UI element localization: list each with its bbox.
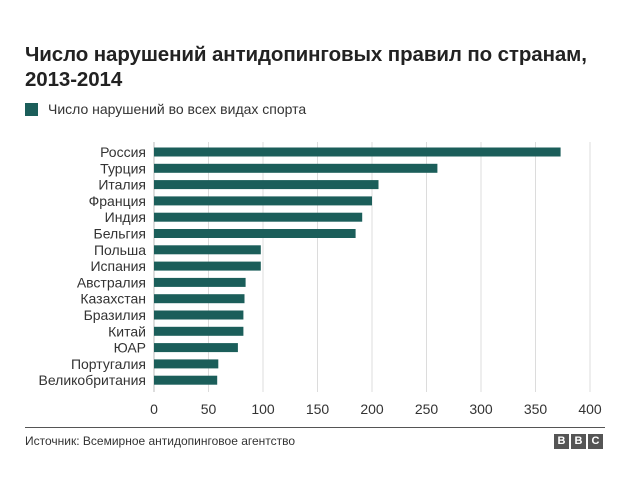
- x-tick-label: 50: [201, 401, 217, 417]
- bar: [154, 359, 219, 369]
- legend: Число нарушений во всех видах спорта: [25, 101, 306, 117]
- category-label: Испания: [90, 258, 146, 274]
- bar: [154, 375, 218, 385]
- source-note: Источник: Всемирное антидопинговое агент…: [25, 434, 296, 448]
- x-tick-label: 350: [524, 401, 548, 417]
- bar: [154, 326, 244, 336]
- bar: [154, 294, 245, 304]
- bbc-logo-letter: B: [554, 434, 569, 449]
- category-label: Франция: [89, 193, 146, 209]
- x-tick-label: 100: [251, 401, 275, 417]
- bar: [154, 277, 246, 287]
- legend-label: Число нарушений во всех видах спорта: [48, 101, 307, 117]
- x-tick-label: 0: [150, 401, 158, 417]
- chart-title: Число нарушений антидопинговых правил по…: [25, 43, 587, 91]
- bar: [154, 196, 372, 206]
- category-label: Турция: [100, 160, 146, 176]
- x-tick-label: 400: [578, 401, 602, 417]
- category-label: Бразилия: [84, 307, 146, 323]
- bbc-logo: B B C: [554, 434, 603, 449]
- x-tick-label: 300: [469, 401, 493, 417]
- bbc-logo-letter: B: [571, 434, 586, 449]
- category-label: Италия: [98, 177, 146, 193]
- category-label: Австралия: [77, 274, 146, 290]
- bar: [154, 245, 261, 255]
- bar: [154, 163, 438, 173]
- legend-swatch: [25, 102, 38, 116]
- category-label: Россия: [100, 144, 146, 160]
- bar: [154, 261, 261, 271]
- x-tick-label: 250: [415, 401, 439, 417]
- category-label: Индия: [105, 209, 146, 225]
- x-tick-label: 150: [306, 401, 330, 417]
- x-tick-label: 200: [360, 401, 384, 417]
- bar: [154, 229, 356, 238]
- bar: [154, 147, 561, 157]
- category-label: Польша: [94, 242, 146, 258]
- category-label: Бельгия: [94, 226, 146, 242]
- bbc-logo-letter: C: [588, 434, 603, 449]
- category-label: Казахстан: [80, 291, 146, 307]
- category-label: Великобритания: [38, 372, 146, 388]
- category-label: Китай: [108, 323, 146, 339]
- category-label: ЮАР: [114, 340, 146, 356]
- bar: [154, 212, 363, 222]
- bar: [154, 180, 379, 190]
- category-label: Португалия: [71, 356, 146, 372]
- footer-divider: [25, 427, 605, 428]
- bar: [154, 343, 238, 353]
- bar: [154, 310, 244, 320]
